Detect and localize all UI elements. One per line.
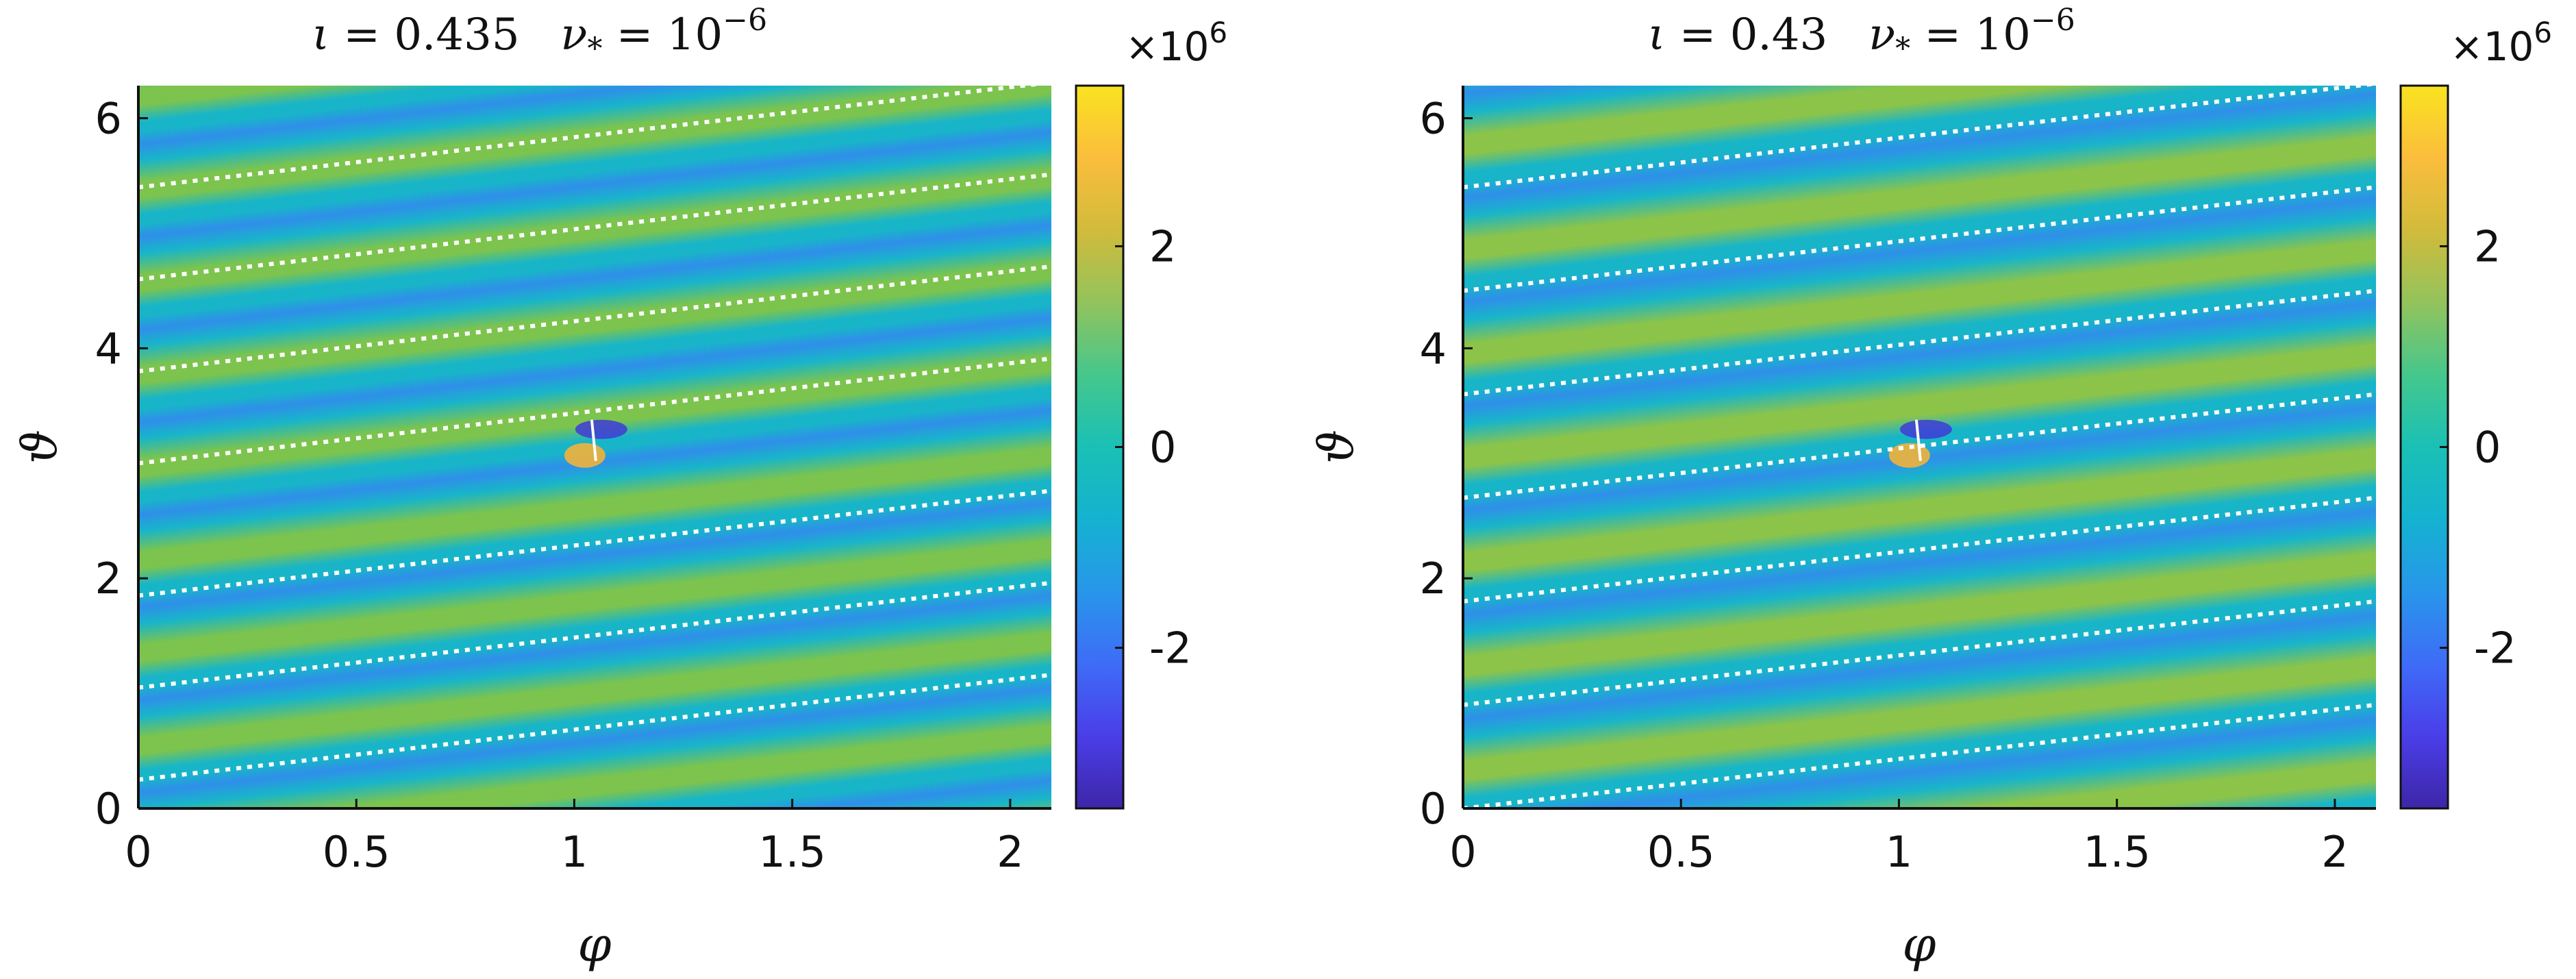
y-tick-label: 6 xyxy=(1420,94,1447,144)
left-y-axis-label: ϑ xyxy=(12,430,68,464)
y-tick-label: 4 xyxy=(1420,323,1447,373)
y-tick-label: 0 xyxy=(1420,784,1447,834)
right-plot-area xyxy=(1462,86,2376,810)
right-colorbar: -2 0 2 ×106 xyxy=(2399,16,2552,810)
feature-blue-lobe xyxy=(575,419,627,439)
x-tick-label: 1.5 xyxy=(2083,827,2151,877)
x-tick-label: 1.5 xyxy=(758,827,826,877)
left-y-ticks: 0 2 4 6 xyxy=(95,94,148,834)
right-title: ι = 0.43 ν* = 10−6 xyxy=(1648,3,2075,66)
right-singular-feature xyxy=(1888,419,1952,468)
feature-yellow-lobe xyxy=(564,443,605,468)
colorbar-tick-label: -2 xyxy=(1149,623,1192,673)
x-tick-label: 1 xyxy=(1886,827,1912,877)
right-y-axis-label: ϑ xyxy=(1308,430,1364,464)
left-colorbar-multiplier: ×106 xyxy=(1125,16,1227,70)
x-tick-label: 2 xyxy=(2321,827,2348,877)
y-tick-label: 0 xyxy=(95,784,122,834)
left-x-axis-label: φ xyxy=(577,917,611,973)
colorbar-tick-label: -2 xyxy=(2474,623,2516,673)
feature-blue-lobe xyxy=(1899,419,1952,439)
left-panel: ι = 0.435 ν* = 10−6 0 0.5 1 1.5 2 0 2 4 6 φ ϑ -2… xyxy=(12,3,1227,973)
left-title: ι = 0.435 ν* = 10−6 xyxy=(312,3,767,66)
right-y-ticks: 0 2 4 6 xyxy=(1420,94,1473,834)
colorbar-tick-label: 0 xyxy=(2474,423,2501,473)
left-singular-feature xyxy=(564,419,627,468)
right-panel: ι = 0.43 ν* = 10−6 0 0.5 1 1.5 2 0 2 4 6 φ ϑ -2 0… xyxy=(1308,3,2552,973)
colorbar-tick-label: 2 xyxy=(1149,221,1176,271)
left-x-ticks: 0 0.5 1 1.5 2 xyxy=(125,799,1024,877)
left-plot-area xyxy=(137,86,1051,810)
x-tick-label: 0 xyxy=(1449,827,1476,877)
colorbar-tick-label: 0 xyxy=(1149,423,1176,473)
x-tick-label: 2 xyxy=(997,827,1023,877)
feature-core xyxy=(1914,419,1922,461)
left-colorbar-ticks: -2 0 2 xyxy=(1115,221,1192,673)
left-colorbar: -2 0 2 ×106 xyxy=(1075,16,1227,810)
x-tick-label: 0.5 xyxy=(323,827,390,877)
y-tick-label: 6 xyxy=(95,94,122,144)
feature-core xyxy=(590,419,597,461)
y-tick-label: 2 xyxy=(1420,554,1447,604)
right-colorbar-multiplier: ×106 xyxy=(2450,16,2552,70)
colorbar-tick-label: 2 xyxy=(2474,221,2501,271)
x-tick-label: 1 xyxy=(561,827,588,877)
y-tick-label: 2 xyxy=(95,554,122,604)
y-tick-label: 4 xyxy=(95,323,122,373)
right-x-axis-label: φ xyxy=(1902,917,1936,973)
right-x-ticks: 0 0.5 1 1.5 2 xyxy=(1449,799,2349,877)
right-colorbar-ticks: -2 0 2 xyxy=(2440,221,2516,673)
x-tick-label: 0 xyxy=(125,827,151,877)
x-tick-label: 0.5 xyxy=(1647,827,1715,877)
